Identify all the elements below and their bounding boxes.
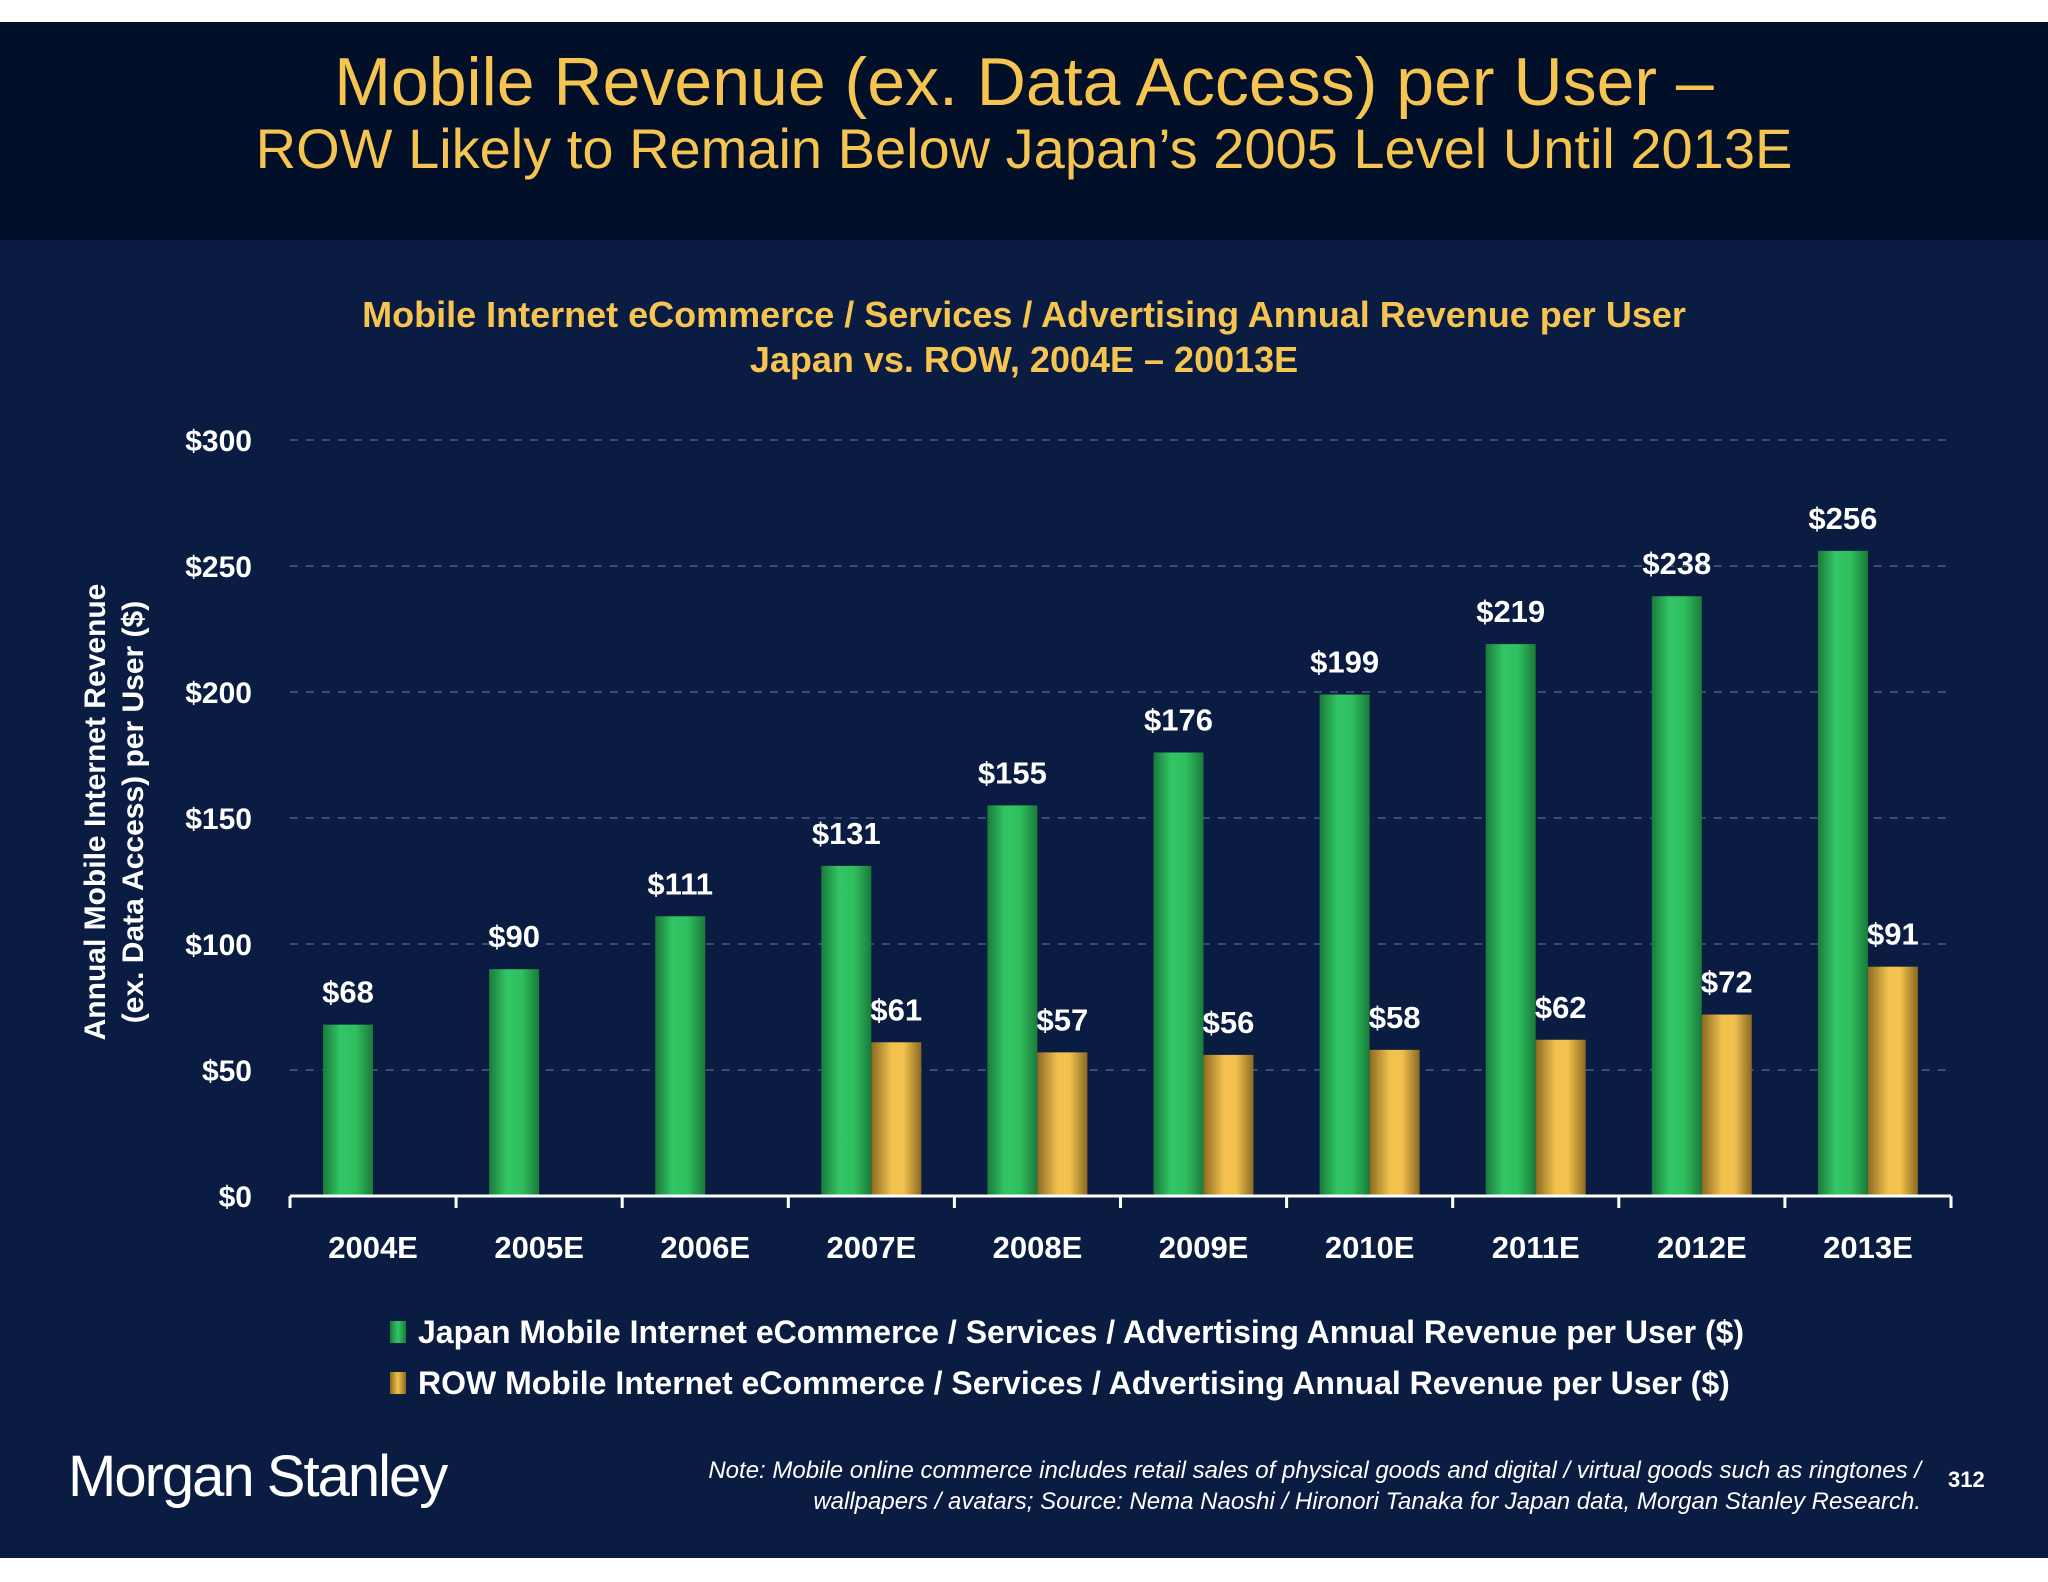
slide-title: Mobile Revenue (ex. Data Access) per Use… bbox=[334, 44, 1714, 120]
y-tick-label: $250 bbox=[185, 551, 252, 584]
header: Mobile Revenue (ex. Data Access) per Use… bbox=[0, 22, 2048, 240]
data-label-row: $61 bbox=[870, 992, 922, 1027]
bar-row bbox=[1867, 966, 1918, 1196]
x-tick-label: 2013E bbox=[1823, 1230, 1913, 1265]
x-tick-label: 2010E bbox=[1325, 1230, 1415, 1265]
x-tick-label: 2008E bbox=[993, 1230, 1083, 1265]
data-label-japan: $155 bbox=[978, 755, 1047, 790]
data-label-japan: $199 bbox=[1310, 645, 1379, 680]
slide-subtitle: ROW Likely to Remain Below Japan’s 2005 … bbox=[255, 117, 1793, 180]
bar-japan bbox=[1817, 550, 1868, 1196]
legend-item-japan: Japan Mobile Internet eCommerce / Servic… bbox=[390, 1312, 1744, 1352]
chart-title: Mobile Internet eCommerce / Services / A… bbox=[362, 294, 1686, 335]
morgan-stanley-logo: Morgan Stanley bbox=[68, 1444, 448, 1509]
legend-label-row: ROW Mobile Internet eCommerce / Services… bbox=[418, 1365, 1730, 1401]
bar-row bbox=[1535, 1039, 1586, 1196]
page-number: 312 bbox=[1948, 1467, 1985, 1492]
x-tick-label: 2005E bbox=[494, 1230, 584, 1265]
bar-chart: $68 $90 $111 $131 $155 $176 $199 $219 $238 $256 $6… bbox=[185, 425, 1953, 1265]
legend-item-row: ROW Mobile Internet eCommerce / Services… bbox=[390, 1363, 1730, 1403]
y-tick-label: $200 bbox=[185, 677, 252, 710]
x-tick-label: 2006E bbox=[660, 1230, 750, 1265]
footnote: Note: Mobile online commerce includes re… bbox=[421, 1455, 1921, 1517]
bar-japan bbox=[323, 1024, 373, 1196]
y-tick-label: $150 bbox=[185, 803, 252, 836]
x-tick-label: 2007E bbox=[827, 1230, 917, 1265]
y-tick-label: $300 bbox=[185, 425, 252, 458]
data-label-japan: $238 bbox=[1642, 546, 1711, 581]
data-label-row: $58 bbox=[1369, 1000, 1421, 1035]
data-label-row: $91 bbox=[1867, 917, 1919, 952]
bar-japan bbox=[987, 805, 1038, 1196]
legend-label-japan: Japan Mobile Internet eCommerce / Servic… bbox=[418, 1314, 1745, 1350]
bar-japan bbox=[1485, 644, 1536, 1196]
footnote-line1: Note: Mobile online commerce includes re… bbox=[708, 1457, 1921, 1484]
y-tick-label: $100 bbox=[185, 929, 252, 962]
x-tick-label: 2009E bbox=[1159, 1230, 1249, 1265]
bar-row bbox=[1203, 1054, 1254, 1196]
x-tick-label: 2012E bbox=[1657, 1230, 1747, 1265]
legend-swatch-row bbox=[390, 1372, 406, 1394]
data-label-row: $62 bbox=[1535, 990, 1587, 1025]
data-label-japan: $90 bbox=[488, 919, 540, 954]
data-label-japan: $111 bbox=[647, 866, 713, 901]
chart-subtitle: Japan vs. ROW, 2004E – 20013E bbox=[749, 339, 1299, 380]
bar-row bbox=[1701, 1014, 1752, 1196]
bar-japan bbox=[1651, 596, 1702, 1196]
bar-japan bbox=[489, 969, 540, 1196]
data-label-japan: $256 bbox=[1808, 501, 1877, 536]
y-tick-label: $50 bbox=[202, 1055, 252, 1088]
data-label-japan: $176 bbox=[1144, 702, 1213, 737]
data-label-row: $72 bbox=[1701, 965, 1753, 1000]
data-label-japan: $68 bbox=[322, 975, 374, 1010]
bar-row bbox=[1037, 1052, 1088, 1196]
data-label-row: $56 bbox=[1203, 1005, 1255, 1040]
bar-row bbox=[1369, 1049, 1420, 1196]
footnote-line2: wallpapers / avatars; Source: Nema Naosh… bbox=[813, 1488, 1921, 1515]
bar-row bbox=[871, 1042, 922, 1196]
bar-japan bbox=[1319, 694, 1370, 1196]
x-tick-label: 2011E bbox=[1492, 1230, 1580, 1265]
y-tick-label: $0 bbox=[219, 1181, 252, 1214]
bar-japan bbox=[821, 865, 872, 1196]
data-label-japan: $131 bbox=[812, 816, 881, 851]
data-label-japan: $219 bbox=[1476, 594, 1545, 629]
legend-swatch-japan bbox=[390, 1321, 406, 1343]
slide: Mobile Revenue (ex. Data Access) per Use… bbox=[0, 22, 2048, 1558]
x-tick-label: 2004E bbox=[328, 1230, 418, 1265]
bar-japan bbox=[655, 916, 706, 1196]
bar-japan bbox=[1153, 752, 1204, 1196]
data-label-row: $57 bbox=[1037, 1002, 1089, 1037]
